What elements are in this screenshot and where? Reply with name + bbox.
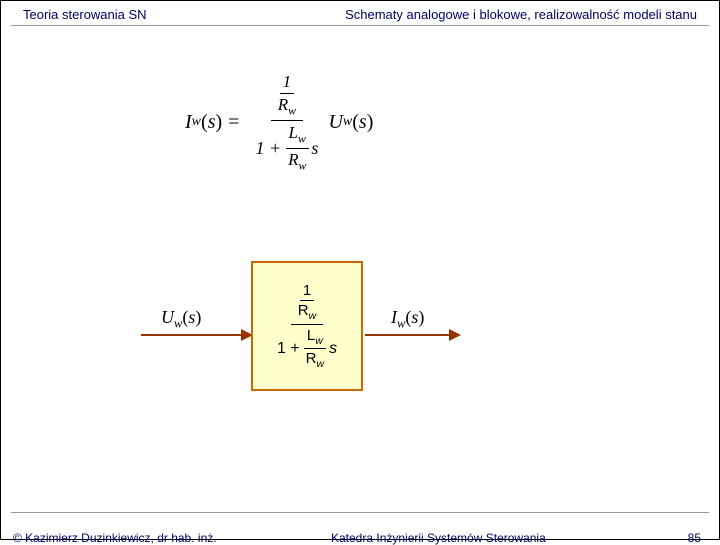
block-diagram: Uw(s) 1 Rw 1 + Lw Rw [131,261,531,421]
footer-rule [11,512,709,513]
eq-rhs-sub: w [343,114,352,130]
eq-rhs-arg: s [359,111,367,134]
input-arrow-line [141,334,249,336]
slide: Teoria sterowania SN Schematy analogowe … [0,0,720,540]
tf-den-lead: 1 + [255,138,281,159]
tf-den-top-sub: w [298,132,306,146]
output-signal-label: Iw(s) [391,307,424,332]
tf-den-bot: R [288,150,298,169]
tf-num-top: 1 [280,72,295,94]
eq-lhs-arg: s [208,111,216,134]
eq-rhs-symbol: U [328,111,342,134]
tf-den-s: s [311,138,318,159]
page-number: 85 [688,531,701,545]
eq-lhs-symbol: I [185,111,192,134]
header-left: Teoria sterowania SN [23,7,147,22]
header-right: Schematy analogowe i blokowe, realizowal… [345,7,697,22]
tf-num-bot-sub: w [288,103,296,117]
tf-num-bot: R [278,95,288,114]
output-arrow-line [365,334,455,336]
tf-den-bot-sub: w [298,158,306,172]
input-signal-label: Uw(s) [161,307,201,332]
equals-sign: = [228,111,239,134]
eq-lhs-sub: w [192,114,201,130]
output-arrow-head [449,329,461,341]
tf-den-top: L [289,123,298,142]
footer-dept: Katedra Inżynierii Systemów Sterowania [331,531,546,545]
transfer-function-fraction: 1 Rw 1 + Lw Rw s [251,71,322,173]
footer-author: © Kazimierz Duzinkiewicz, dr hab. inż. [13,531,217,545]
main-equation: Iw(s) = 1 Rw 1 + Lw Rw s Uw(s) [185,71,373,173]
header-rule [11,25,709,26]
transfer-function-block: 1 Rw 1 + Lw Rw s [251,261,363,391]
